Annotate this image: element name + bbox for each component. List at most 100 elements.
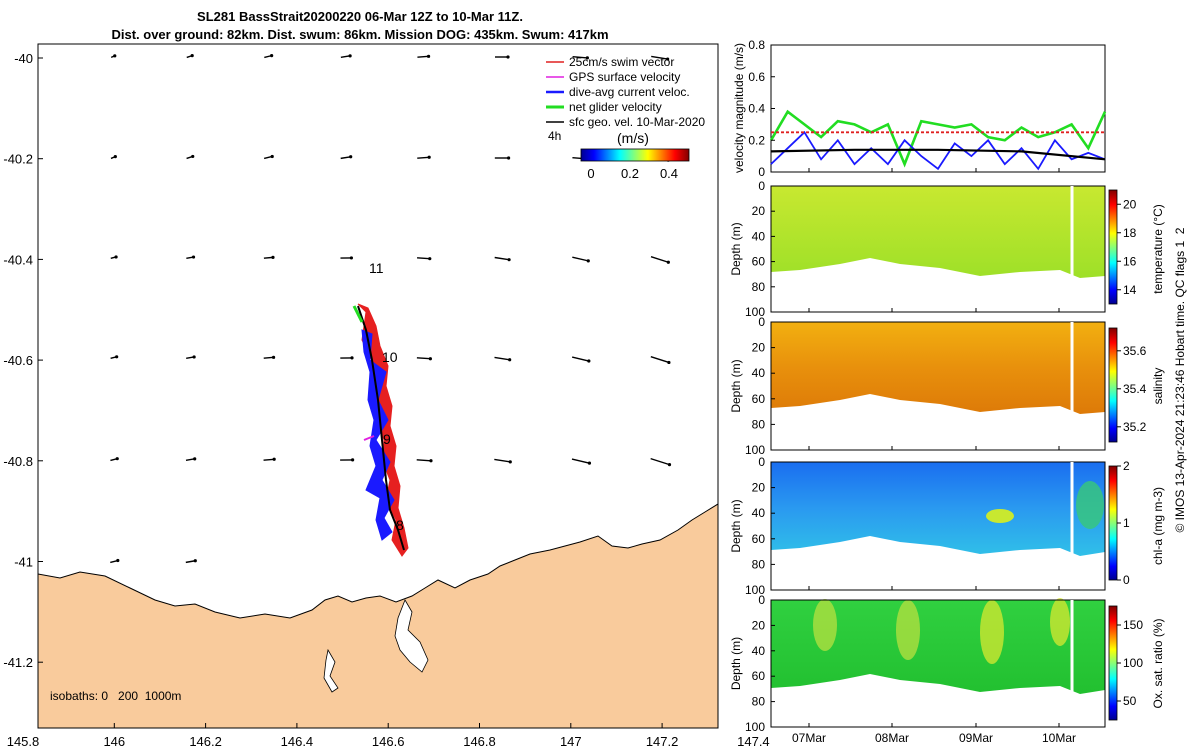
surface-velocity-arrowhead <box>587 359 591 363</box>
gps-velocity-mark <box>363 435 375 441</box>
surface-velocity-arrowhead <box>115 457 119 461</box>
depth-tick-label: 60 <box>752 392 766 406</box>
surface-velocity-arrowhead <box>350 458 355 462</box>
depth-tick-label: 40 <box>752 229 766 243</box>
map-x-tick-label: 147 <box>560 734 582 749</box>
chla-colorbar <box>1108 465 1118 581</box>
map-y-tick-label: -40.8 <box>3 454 33 469</box>
surface-velocity-arrowhead <box>271 255 275 259</box>
map-y-axis: -40 -40.2 -40.4 -40.6 -40.8 -41 -41.2 <box>3 51 43 670</box>
surface-velocity-arrowhead <box>426 54 431 58</box>
legend-label-net: net glider velocity <box>569 100 662 114</box>
day-marker-9: 9 <box>383 431 391 447</box>
surface-velocity-arrowhead <box>428 257 432 261</box>
net-velocity-start <box>352 305 364 323</box>
map-y-tick-label: -41.2 <box>3 655 33 670</box>
depth-tick-label: 100 <box>745 305 765 319</box>
tasmania-land <box>38 503 718 728</box>
map-x-tick-label: 145.8 <box>7 734 40 749</box>
depth-tick-label: 80 <box>752 280 766 294</box>
legend-entry-swim: 25cm/s swim vector <box>546 55 674 69</box>
chla-hotspot <box>986 509 1014 523</box>
legend-label-gps: GPS surface velocity <box>569 70 680 84</box>
chla-field <box>771 462 1105 556</box>
surface-velocity-arrow <box>417 257 430 260</box>
legend-label-current: dive-avg current veloc. <box>569 85 690 99</box>
surface-velocity-arrowhead <box>508 460 512 464</box>
salinity-colorbar <box>1108 327 1118 443</box>
surface-velocity-arrow <box>571 356 590 362</box>
colorbar-tick-label: 14 <box>1123 283 1137 297</box>
surface-velocity-arrow <box>571 458 590 464</box>
surface-velocity-arrowhead <box>191 255 196 259</box>
surface-velocity-arrowhead <box>508 358 512 362</box>
legend-entry-current: dive-avg current veloc. <box>546 85 690 99</box>
depth-tick-label: 80 <box>752 695 766 709</box>
surface-velocity-arrow <box>263 356 274 359</box>
surface-velocity-arrowhead <box>349 155 353 159</box>
glider-track <box>352 303 409 557</box>
temperature-panel <box>770 185 1118 313</box>
depth-axis-label: Depth (m) <box>729 222 743 275</box>
footer-credit: © IMOS 13-Apr-2024 21:23:46 Hobart time.… <box>1173 227 1187 532</box>
velocity-series-line <box>770 148 1106 161</box>
surface-velocity-arrowhead <box>192 355 196 359</box>
oxygen-panel <box>770 598 1118 728</box>
velocity-ylabel: velocity magnitude (m/s) <box>732 43 746 173</box>
time-series-panels: 0 0.2 0.4 0.6 0.8 velocity magnitude (m/s) <box>729 38 1165 745</box>
surface-velocity-arrowhead <box>586 259 590 263</box>
oxygen-plume-3 <box>980 600 1004 664</box>
surface-velocity-arrow <box>572 56 588 59</box>
legend-entry-geovel: sfc geo. vel. 10-Mar-2020 <box>546 115 705 129</box>
depth-tick-label: 100 <box>745 583 765 597</box>
surface-velocity-arrowhead <box>191 154 195 159</box>
surface-velocity-arrowhead <box>193 457 197 461</box>
map-x-tick-label: 146.6 <box>372 734 405 749</box>
map-panel: 145.8 146 146.2 146.4 146.6 146.8 147 147.2 147.… <box>3 43 770 749</box>
oxygen-colorbar <box>1108 605 1118 721</box>
map-y-tick-label: -40.6 <box>3 353 33 368</box>
depth-tick-label: 20 <box>752 341 766 355</box>
surface-velocity-arrow <box>650 457 670 466</box>
estuary-inlet <box>323 648 339 693</box>
surface-velocity-arrow <box>494 356 510 361</box>
surface-velocity-arrowhead <box>193 559 197 563</box>
velocity-y-axis: 0 0.2 0.4 0.6 0.8 <box>748 38 775 179</box>
surface-velocity-arrowhead <box>113 154 117 159</box>
map-x-tick-label: 146 <box>103 734 125 749</box>
depth-tick-label: 80 <box>752 417 766 431</box>
surface-velocity-arrowhead <box>116 558 120 563</box>
title-line-2: Dist. over ground: 82km. Dist. swum: 86k… <box>111 27 609 42</box>
colorbar-tick-label: 20 <box>1123 197 1137 211</box>
colorbar-tick-label: 35.2 <box>1123 420 1147 434</box>
temperature-axes <box>770 185 1106 313</box>
depth-tick-label: 0 <box>758 315 765 329</box>
chla-patch <box>1076 481 1104 529</box>
surface-velocity-arrow <box>651 55 668 60</box>
time-tick-label: 07Mar <box>792 731 826 745</box>
time-tick-label: 08Mar <box>875 731 909 745</box>
colorbar-tick-label: 1 <box>1123 516 1130 530</box>
colorbar-tick-2: 0.4 <box>660 166 678 181</box>
velocity-panel: 0 0.2 0.4 0.6 0.8 velocity magnitude (m/s) <box>732 38 1107 179</box>
map-x-tick-label: 147.4 <box>737 734 770 749</box>
depth-tick-label: 60 <box>752 669 766 683</box>
map-y-tick-label: -40 <box>14 51 33 66</box>
chla-axes <box>770 461 1106 591</box>
surface-velocity-arrowhead <box>667 463 672 467</box>
surface-velocity-arrowhead <box>587 461 592 465</box>
colorbar-tick-1: 0.2 <box>621 166 639 181</box>
surface-velocity-arrow <box>494 256 510 261</box>
colorbar-tick-0: 0 <box>587 166 594 181</box>
colorbar-tick-label: 50 <box>1123 694 1137 708</box>
colorbar-tick-label: 100 <box>1123 656 1143 670</box>
colorbar-tick-label: 35.4 <box>1123 382 1147 396</box>
surface-velocity-arrowhead <box>348 54 352 58</box>
isobaths-note: isobaths: 0 200 1000m <box>50 689 181 703</box>
surface-velocity-arrow <box>650 256 669 263</box>
colorbar-label: chl-a (mg m-3) <box>1151 487 1165 565</box>
surface-velocity-arrowhead <box>270 154 274 159</box>
depth-tick-label: 0 <box>758 593 765 607</box>
surface-velocity-arrow <box>572 256 589 262</box>
